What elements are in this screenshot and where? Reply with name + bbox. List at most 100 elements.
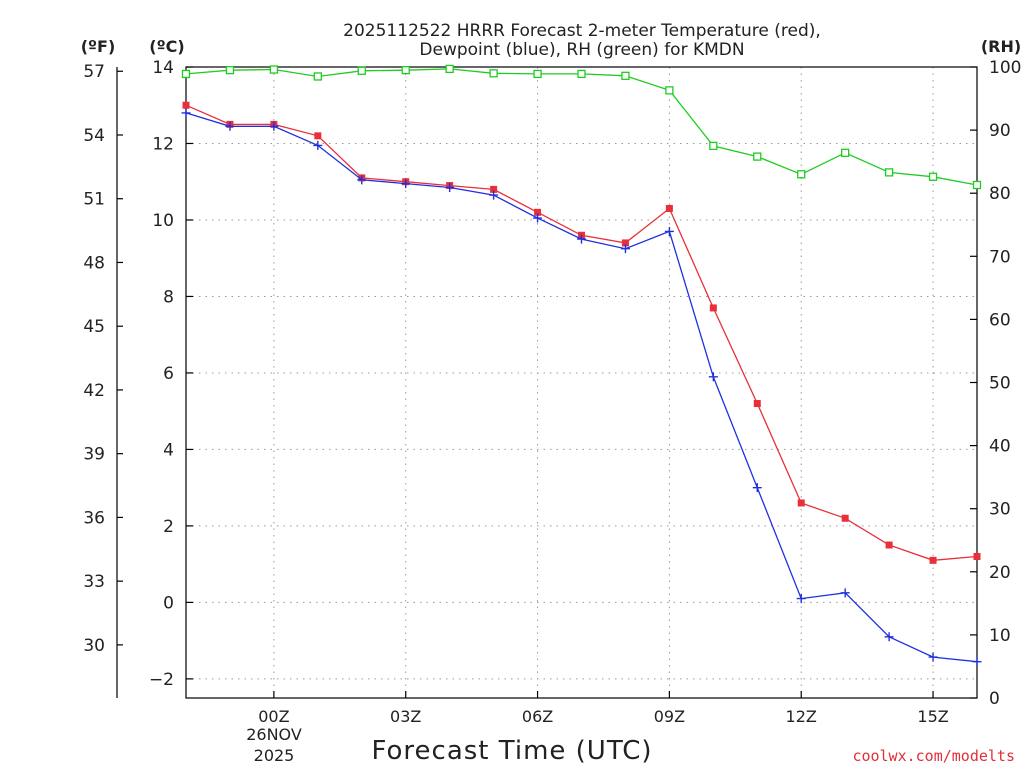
rh-tick-label: 30: [989, 500, 1011, 520]
temperature-point: [973, 553, 981, 561]
fahrenheit-tick-label: 51: [83, 190, 105, 210]
rh-point: [621, 71, 630, 80]
fahrenheit-unit-label: (ºF): [81, 37, 116, 56]
temperature-point: [621, 239, 629, 247]
temperature-point: [665, 204, 673, 212]
rh-point: [357, 66, 366, 75]
x-tick-label: 12Z: [786, 707, 817, 726]
dewpoint-point: [225, 121, 235, 131]
fahrenheit-tick-label: 36: [83, 508, 105, 528]
rh-tick-label: 100: [989, 58, 1021, 78]
dewpoint-point: [840, 588, 850, 598]
gridlines: [186, 67, 977, 698]
rh-point: [489, 69, 498, 78]
dewpoint-point: [752, 483, 762, 493]
rh-point: [665, 86, 674, 95]
fahrenheit-tick-label: 48: [83, 253, 105, 273]
x-tick-label: 03Z: [390, 707, 421, 726]
x-tick-label: 06Z: [522, 707, 553, 726]
rh-tick-label: 80: [989, 184, 1011, 204]
dewpoint-point: [928, 652, 938, 662]
rh-tick-label: 90: [989, 121, 1011, 141]
rh-line: [185, 68, 978, 186]
temperature-point: [314, 132, 322, 140]
rh-point: [445, 64, 454, 74]
x-axis-title: Forecast Time (UTC): [371, 736, 652, 766]
fahrenheit-tick-label: 45: [83, 317, 105, 337]
fahrenheit-tick-label: 39: [83, 445, 105, 465]
celsius-tick-label: 8: [163, 287, 174, 307]
rh-point: [533, 69, 542, 79]
rh-tick-label: 70: [989, 247, 1011, 267]
x-date-year: 2025: [254, 746, 295, 765]
celsius-tick-label: 4: [163, 440, 174, 460]
rh-point: [269, 65, 279, 74]
x-date-day: 26NOV: [246, 725, 302, 744]
rh-unit-label: (RH): [981, 37, 1021, 56]
dewpoint-point: [445, 182, 455, 192]
plot-frame: [185, 66, 978, 699]
temperature-point: [929, 556, 937, 564]
rh-point: [225, 66, 235, 75]
rh-point: [841, 148, 850, 157]
fahrenheit-tick-label: 42: [83, 381, 105, 401]
chart-title-line-1: 2025112522 HRRR Forecast 2-meter Tempera…: [343, 21, 821, 41]
rh-point: [797, 170, 806, 179]
dewpoint-point: [269, 121, 279, 131]
rh-tick-label: 10: [989, 626, 1011, 646]
axes: 30 33 36 39 42 45 48 51 54 57 −2 0 2 4 6 8 10 12 14 0 10 20 30…: [83, 58, 1021, 726]
temperature-point: [182, 101, 190, 109]
celsius-unit-label: (ºC): [149, 37, 184, 56]
rh-point: [753, 152, 762, 161]
rh-point: [972, 180, 982, 190]
celsius-tick-label: 14: [152, 58, 174, 78]
x-tick-label: 09Z: [654, 707, 685, 726]
dewpoint-point: [313, 140, 323, 150]
rh-point: [884, 168, 894, 177]
celsius-tick-label: −2: [149, 670, 174, 690]
celsius-tick-label: 6: [163, 364, 174, 384]
rh-tick-label: 20: [989, 563, 1011, 583]
rh-tick-label: 0: [989, 689, 1000, 709]
dewpoint-point: [357, 175, 367, 185]
credit-text: coolwx.com/modelts: [852, 747, 1015, 765]
rh-point: [181, 69, 191, 79]
fahrenheit-tick-label: 57: [83, 62, 105, 82]
rh-point: [577, 69, 586, 79]
dewpoint-point: [489, 190, 499, 200]
temperature-point: [885, 541, 893, 549]
temperature-point: [709, 304, 717, 312]
rh-point: [401, 66, 410, 75]
dewpoint-point: [664, 226, 674, 236]
celsius-tick-label: 2: [163, 517, 174, 537]
rh-tick-label: 50: [989, 374, 1011, 394]
dewpoint-point: [577, 234, 586, 244]
x-tick-label: 00Z: [258, 707, 289, 726]
rh-point: [313, 72, 322, 81]
series-layer: [181, 64, 982, 667]
dewpoint-point: [708, 372, 718, 382]
rh-point: [928, 172, 938, 181]
temperature-point: [753, 400, 761, 408]
rh-point: [709, 141, 718, 151]
temperature-point: [490, 185, 498, 193]
x-tick-label: 15Z: [917, 707, 948, 726]
celsius-tick-label: 10: [152, 211, 174, 231]
celsius-tick-label: 12: [152, 134, 174, 154]
dewpoint-point: [181, 108, 191, 118]
fahrenheit-tick-label: 54: [83, 126, 105, 146]
fahrenheit-tick-label: 30: [83, 636, 105, 656]
temperature-point: [797, 499, 805, 507]
dewpoint-point: [972, 657, 982, 667]
dewpoint-point: [796, 594, 806, 604]
temperature-point: [534, 208, 542, 216]
fahrenheit-tick-label: 33: [83, 572, 105, 592]
celsius-tick-label: 0: [163, 593, 174, 613]
rh-tick-label: 60: [989, 310, 1011, 330]
dewpoint-line: [185, 112, 978, 663]
dewpoint-point: [533, 213, 543, 223]
chart-title-line-2: Dewpoint (blue), RH (green) for KMDN: [419, 40, 744, 60]
temperature-point: [841, 514, 849, 522]
dewpoint-point: [401, 179, 411, 189]
